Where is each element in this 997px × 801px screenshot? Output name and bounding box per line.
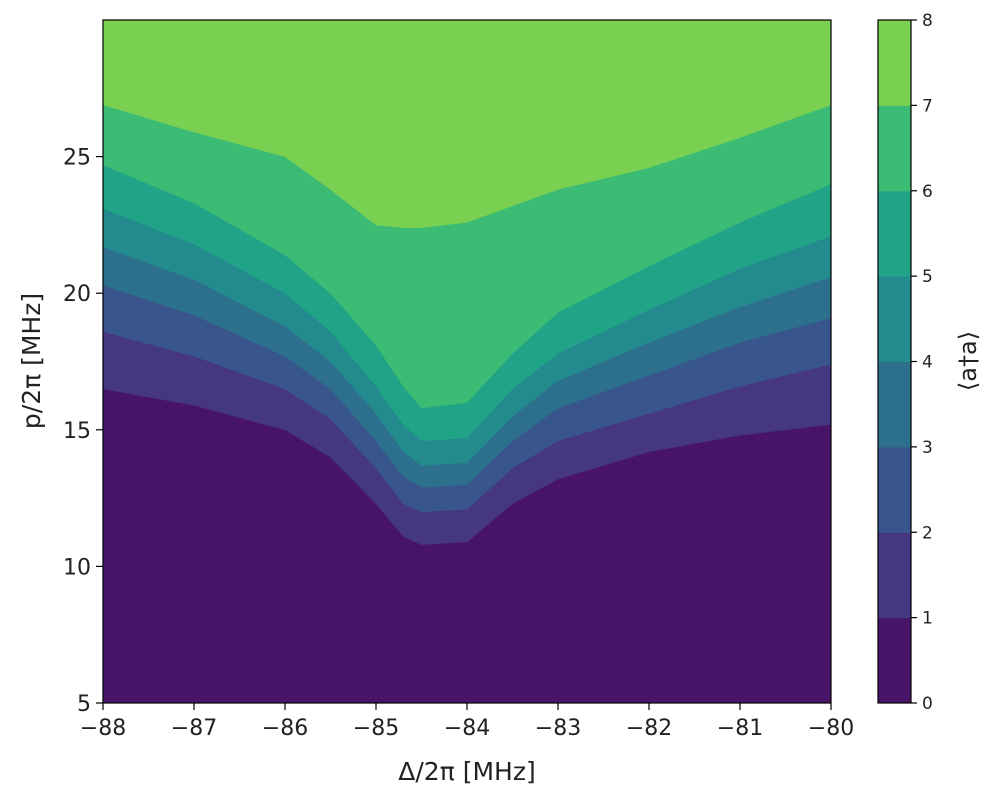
contour-band-7-8 bbox=[103, 20, 831, 228]
colorbar-label: ⟨a†a⟩ bbox=[954, 331, 982, 391]
x-tick-label: −81 bbox=[717, 716, 763, 741]
colorbar-segment bbox=[878, 20, 911, 106]
colorbar-tick-label: 6 bbox=[922, 182, 933, 202]
colorbar-segment bbox=[878, 617, 911, 704]
colorbar-tick-label: 4 bbox=[922, 353, 933, 373]
colorbar-segment bbox=[878, 276, 911, 362]
x-tick-label: −86 bbox=[262, 716, 308, 741]
colorbar-tick-label: 8 bbox=[922, 11, 933, 31]
y-axis: 5 10 15 20 25 bbox=[63, 146, 103, 717]
y-tick-label: 25 bbox=[63, 146, 91, 171]
colorbar-segment bbox=[878, 361, 911, 448]
y-tick-label: 20 bbox=[63, 282, 91, 307]
colorbar-tick-label: 5 bbox=[922, 267, 933, 287]
plot-area bbox=[103, 20, 831, 703]
colorbar-segment bbox=[878, 446, 911, 533]
x-tick-label: −80 bbox=[808, 716, 854, 741]
colorbar-segment bbox=[878, 105, 911, 192]
x-tick-label: −83 bbox=[535, 716, 581, 741]
y-axis-label: p/2π [MHz] bbox=[17, 293, 46, 429]
colorbar-tick-label: 1 bbox=[922, 609, 933, 629]
x-axis: −88 −87 −86 −85 −84 −83 −82 −81 −80 bbox=[80, 703, 854, 741]
y-tick-label: 15 bbox=[63, 419, 91, 444]
x-tick-label: −84 bbox=[444, 716, 490, 741]
x-tick-label: −87 bbox=[171, 716, 217, 741]
colorbar bbox=[878, 20, 911, 704]
colorbar-tick-label: 7 bbox=[922, 96, 933, 116]
x-tick-label: −85 bbox=[353, 716, 399, 741]
y-tick-label: 10 bbox=[63, 555, 91, 580]
colorbar-tick-label: 0 bbox=[922, 694, 933, 714]
y-tick-label: 5 bbox=[77, 692, 91, 717]
x-tick-label: −82 bbox=[626, 716, 672, 741]
colorbar-tick-label: 3 bbox=[922, 438, 933, 458]
colorbar-tick-label: 2 bbox=[922, 523, 933, 543]
x-axis-label: Δ/2π [MHz] bbox=[398, 757, 535, 786]
x-tick-label: −88 bbox=[80, 716, 126, 741]
colorbar-axis: 0 1 2 3 4 5 6 7 8 bbox=[911, 11, 933, 714]
colorbar-segment bbox=[878, 532, 911, 619]
colorbar-segment bbox=[878, 190, 911, 277]
